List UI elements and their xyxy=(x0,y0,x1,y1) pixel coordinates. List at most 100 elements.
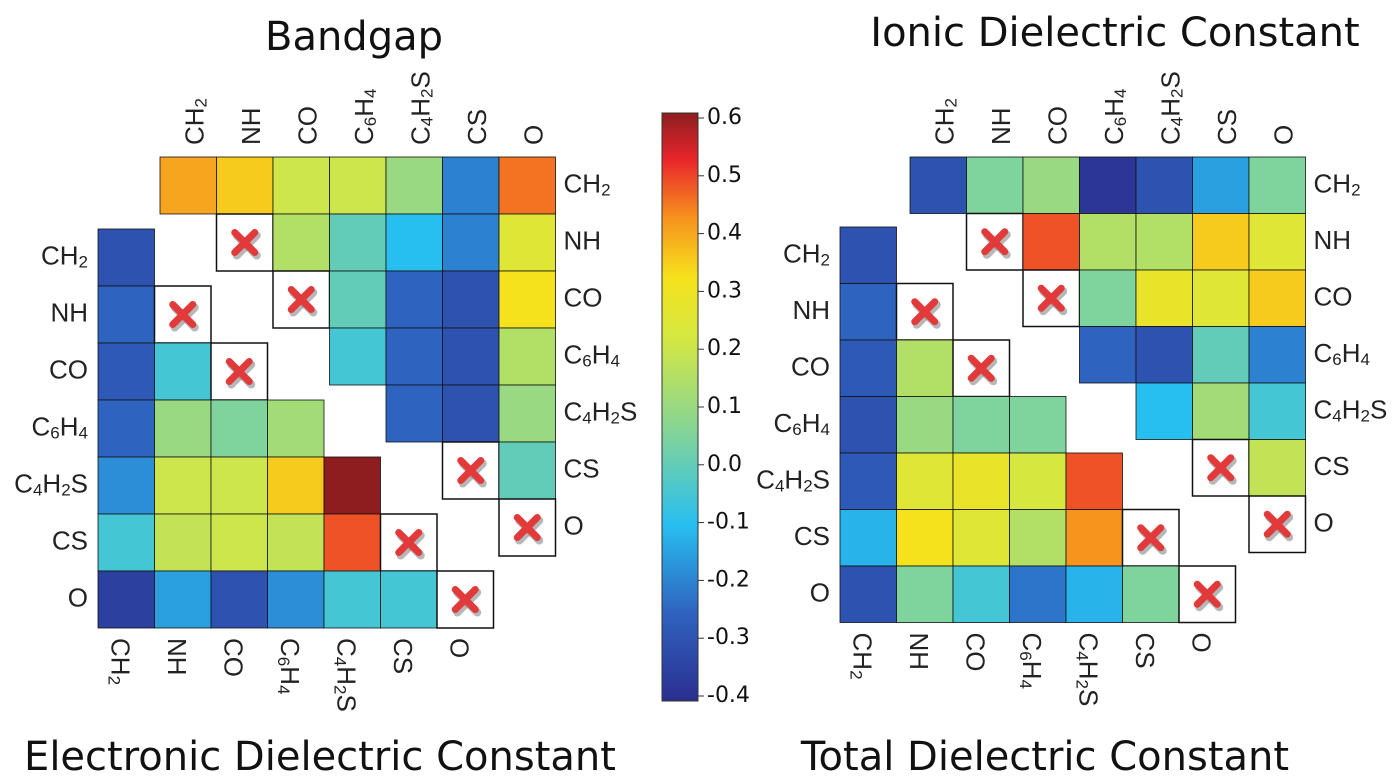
ionic-cell xyxy=(1192,326,1250,384)
bandgap-cell xyxy=(385,270,443,329)
bandgap-col-label: CH2 xyxy=(179,98,211,145)
bandgap-row-label: CH2 xyxy=(564,168,611,200)
chart-title-total: Total Dielectric Constant xyxy=(800,734,1289,779)
colorbar-tick-label: 0.1 xyxy=(707,394,742,419)
bandgap-cell-excluded xyxy=(441,441,500,500)
ionic-cell xyxy=(1192,382,1250,440)
electronic-excluded-icon xyxy=(225,358,256,389)
colorbar-tick-label: 0.6 xyxy=(707,105,742,130)
colorbar-tick-label: 0.3 xyxy=(707,278,742,303)
electronic-row-label: NH xyxy=(50,297,88,327)
electronic-cell xyxy=(210,456,268,515)
total-row-label: C6H4 xyxy=(774,408,831,440)
electronic-col-label: NH xyxy=(162,638,192,676)
bandgap-cell xyxy=(498,327,556,386)
chart-title-electronic: Electronic Dielectric Constant xyxy=(24,734,616,779)
ionic-row-label: CH2 xyxy=(1314,168,1361,200)
colorbar-ticks: 0.6 0.5 0.4 0.3 0.2 0.1 0.0 -0.1 -0.2 -0.3 -0.4 xyxy=(698,105,750,708)
ionic-cell xyxy=(1248,326,1306,384)
ionic-cell xyxy=(1248,439,1306,497)
bandgap-cell xyxy=(272,213,330,272)
colorbar-tick-label: 0.2 xyxy=(707,336,742,361)
bandgap-col-label: CO xyxy=(292,106,322,145)
total-row-label: CS xyxy=(794,521,830,551)
total-cell xyxy=(839,452,897,510)
heatmap-electronic-dielectric: CH2 NH CO C6H4 C4H2S CS O CH2 NH CO C6H4 C4H2S CS O xyxy=(14,228,495,712)
bandgap-cell xyxy=(159,156,217,215)
chart-title-bandgap: Bandgap xyxy=(265,14,443,60)
electronic-cell xyxy=(267,456,325,515)
total-cell xyxy=(1122,565,1180,623)
colorbar-tick-label: -0.1 xyxy=(707,510,750,535)
total-cell xyxy=(952,509,1010,567)
electronic-col-label: CH2 xyxy=(104,638,136,685)
ionic-cell xyxy=(1135,213,1193,271)
ionic-cell xyxy=(1248,382,1306,440)
ionic-row-label: C4H2S xyxy=(1314,394,1388,426)
electronic-excluded-icon xyxy=(169,301,199,332)
total-cell xyxy=(1009,565,1067,623)
bandgap-row-label: C4H2S xyxy=(564,396,638,428)
total-cell xyxy=(1009,452,1067,510)
ionic-cell xyxy=(1248,269,1306,327)
ionic-col-label: C4H2S xyxy=(1155,71,1187,145)
bandgap-cell xyxy=(329,156,387,215)
electronic-cell xyxy=(154,570,212,629)
total-cell xyxy=(1065,509,1123,567)
ionic-row-label: O xyxy=(1314,507,1334,537)
total-row-label: C4H2S xyxy=(756,464,830,496)
total-cell xyxy=(952,565,1010,623)
ionic-excluded-icon xyxy=(1263,510,1294,542)
electronic-excluded-icon xyxy=(395,529,425,560)
total-cell xyxy=(839,565,897,623)
total-cell-excluded xyxy=(895,282,954,341)
total-cell xyxy=(839,283,897,341)
bandgap-cell xyxy=(442,270,500,329)
bandgap-cell xyxy=(272,156,330,215)
total-cell xyxy=(839,226,897,284)
ionic-cell xyxy=(1192,213,1250,271)
total-cell xyxy=(896,565,954,623)
ionic-cell xyxy=(909,156,967,214)
ionic-cell xyxy=(966,156,1024,214)
bandgap-excluded-icon xyxy=(231,229,261,260)
electronic-cell xyxy=(267,399,325,458)
electronic-cell xyxy=(97,342,155,401)
electronic-row-label: CO xyxy=(49,354,88,384)
bandgap-cell xyxy=(498,156,556,215)
total-row-label: O xyxy=(810,577,830,607)
total-cell xyxy=(1065,565,1123,623)
electronic-cell xyxy=(323,513,381,572)
ionic-col-label: NH xyxy=(986,107,1016,145)
colorbar-tick-label: 0.5 xyxy=(707,163,742,188)
bandgap-row-label: CO xyxy=(564,282,603,312)
heatmap-total-dielectric: CH2 NH CO C6H4 C4H2S CS O CH2 NH CO C6H4 C4H2S CS O xyxy=(756,226,1237,706)
bandgap-cell xyxy=(442,213,500,272)
total-row-label: CH2 xyxy=(783,238,830,270)
ionic-cell xyxy=(1192,156,1250,214)
ionic-col-label: C6H4 xyxy=(1099,89,1131,146)
ionic-cell xyxy=(1079,326,1137,384)
total-excluded-icon xyxy=(911,298,941,329)
bandgap-col-label: C6H4 xyxy=(349,89,381,146)
electronic-row-label: C6H4 xyxy=(32,411,89,443)
bandgap-cell xyxy=(442,384,500,443)
colorbar-tick-label: -0.2 xyxy=(707,567,750,592)
bandgap-excluded-icon xyxy=(287,286,318,317)
ionic-cell xyxy=(1079,213,1137,271)
electronic-col-label: O xyxy=(444,638,474,658)
bandgap-cell xyxy=(442,327,500,386)
bandgap-cell xyxy=(385,327,443,386)
total-cell xyxy=(896,339,954,397)
total-col-label: CS xyxy=(1130,633,1160,669)
ionic-row-label: C6H4 xyxy=(1314,338,1371,370)
bandgap-col-label: O xyxy=(518,125,548,145)
ionic-cell xyxy=(1079,269,1137,327)
bandgap-col-label: NH xyxy=(236,107,266,145)
electronic-cell xyxy=(154,342,212,401)
bandgap-row-label: C6H4 xyxy=(564,339,621,371)
electronic-row-label: C4H2S xyxy=(14,468,88,500)
electronic-cell xyxy=(323,570,381,629)
bandgap-cell xyxy=(385,156,443,215)
